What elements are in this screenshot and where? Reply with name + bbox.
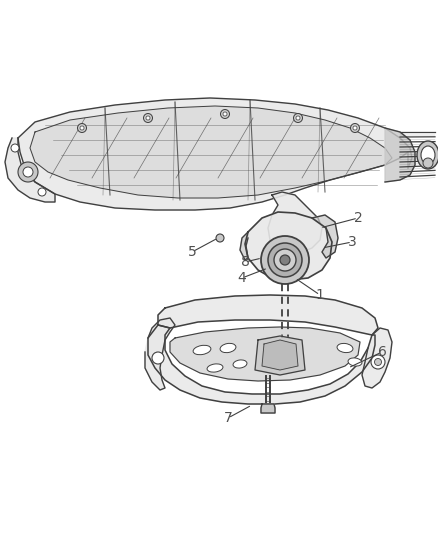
Ellipse shape	[193, 345, 211, 354]
Ellipse shape	[417, 141, 438, 169]
Polygon shape	[170, 327, 360, 381]
Circle shape	[293, 114, 303, 123]
Polygon shape	[312, 215, 338, 258]
Circle shape	[423, 158, 433, 168]
Polygon shape	[18, 98, 412, 210]
Circle shape	[146, 116, 150, 120]
Circle shape	[78, 124, 86, 133]
Circle shape	[11, 144, 19, 152]
Circle shape	[371, 355, 385, 369]
Circle shape	[23, 167, 33, 177]
Polygon shape	[148, 325, 375, 404]
Circle shape	[353, 126, 357, 130]
Circle shape	[80, 126, 84, 130]
Text: 5: 5	[187, 245, 196, 259]
Circle shape	[374, 359, 381, 366]
Text: 4: 4	[238, 271, 246, 285]
Polygon shape	[145, 318, 175, 390]
Ellipse shape	[220, 343, 236, 353]
Text: 7: 7	[224, 411, 233, 425]
Ellipse shape	[207, 364, 223, 372]
Circle shape	[220, 109, 230, 118]
Polygon shape	[385, 128, 415, 182]
Ellipse shape	[337, 343, 353, 353]
Circle shape	[261, 236, 309, 284]
Text: 2: 2	[353, 211, 362, 225]
Polygon shape	[362, 328, 392, 388]
Polygon shape	[158, 295, 378, 335]
Polygon shape	[245, 212, 332, 280]
Polygon shape	[5, 138, 55, 202]
Circle shape	[18, 162, 38, 182]
Circle shape	[350, 124, 360, 133]
Circle shape	[216, 234, 224, 242]
Polygon shape	[268, 192, 322, 252]
Text: 3: 3	[348, 235, 357, 249]
Circle shape	[268, 243, 302, 277]
Circle shape	[144, 114, 152, 123]
Polygon shape	[255, 336, 305, 375]
Ellipse shape	[348, 358, 362, 366]
Polygon shape	[30, 106, 392, 198]
Circle shape	[296, 116, 300, 120]
Circle shape	[280, 255, 290, 265]
Text: 6: 6	[378, 345, 386, 359]
Polygon shape	[261, 404, 275, 413]
Ellipse shape	[421, 146, 435, 164]
Text: 8: 8	[240, 255, 249, 269]
Polygon shape	[262, 340, 298, 370]
Polygon shape	[240, 232, 248, 260]
Circle shape	[152, 352, 164, 364]
Ellipse shape	[233, 360, 247, 368]
Circle shape	[274, 249, 296, 271]
Text: 1: 1	[315, 288, 325, 302]
Circle shape	[223, 112, 227, 116]
Circle shape	[38, 188, 46, 196]
